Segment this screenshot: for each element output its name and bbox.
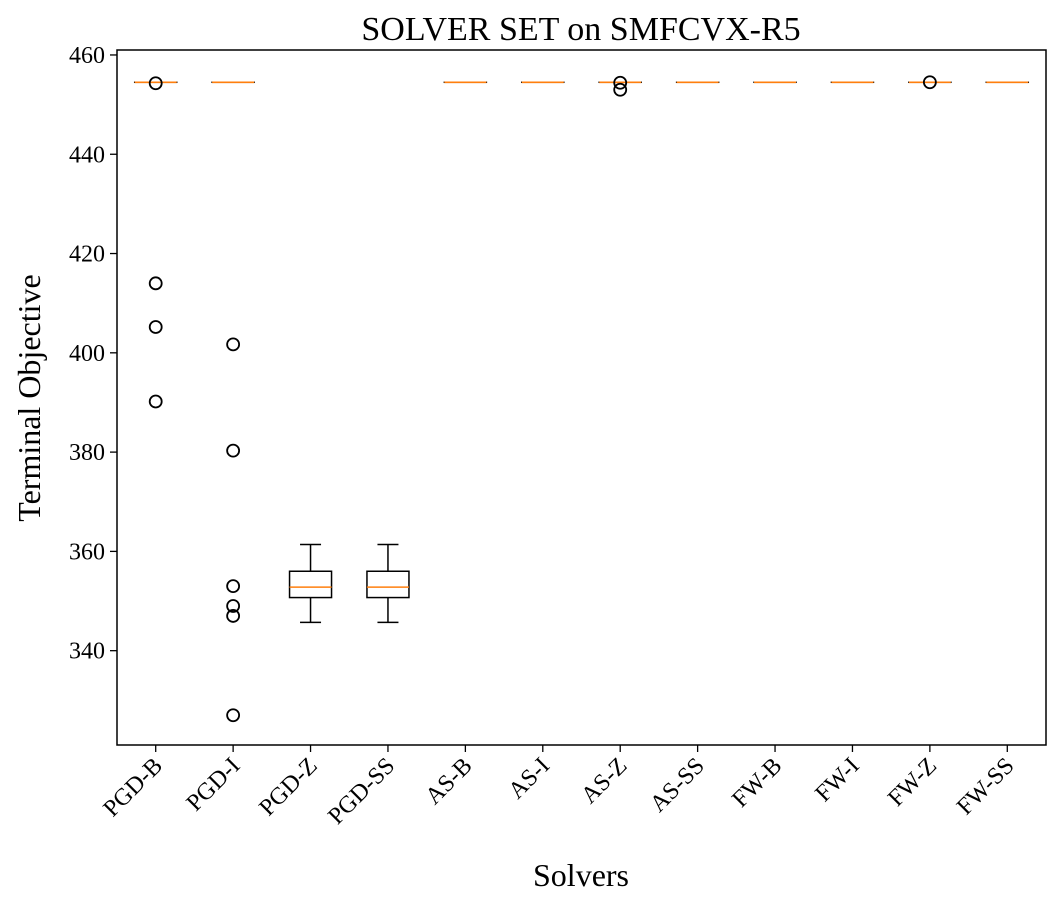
outlier-point: [148, 276, 163, 291]
x-tick-label: FW-SS: [952, 753, 1019, 820]
axes-frame: [116, 49, 1047, 746]
box-iqr: [366, 570, 410, 599]
plot-area: [133, 75, 1030, 723]
box-group: [366, 543, 410, 624]
x-tick-label: PGD-I: [182, 753, 246, 817]
y-tick-label: 400: [69, 341, 105, 367]
y-tick-label: 420: [69, 242, 105, 268]
x-tick-label: AS-Z: [576, 753, 632, 809]
y-tick-label: 380: [69, 440, 105, 466]
box-group: [133, 76, 178, 409]
outlier-point: [226, 599, 241, 613]
x-tick-label: AS-SS: [645, 753, 710, 818]
box-group: [598, 75, 642, 97]
x-tick-label: PGD-SS: [323, 753, 400, 830]
x-tick-label: PGD-Z: [254, 753, 322, 821]
outlier-point: [226, 337, 241, 352]
outlier-point: [148, 76, 163, 91]
x-tick-label: FW-B: [727, 753, 787, 813]
chart-title: SOLVER SET on SMFCVX-R5: [361, 11, 800, 48]
x-tick-label: AS-I: [504, 753, 555, 804]
box-group: [288, 543, 333, 624]
y-tick-label: 340: [69, 639, 105, 665]
y-tick-label: 460: [69, 43, 105, 69]
outlier-point: [148, 394, 163, 409]
outlier-point: [613, 75, 628, 90]
outlier-point: [226, 708, 241, 723]
x-tick-label: FW-Z: [883, 753, 942, 812]
outlier-point: [922, 75, 937, 90]
y-axis-label: Terminal Objective: [11, 274, 47, 521]
x-tick-label: FW-I: [810, 753, 864, 807]
outlier-point: [226, 609, 241, 623]
y-tick-label: 440: [69, 142, 105, 168]
outlier-point: [226, 579, 241, 594]
y-axis: 340 360 380 400 420 440 460: [69, 43, 117, 665]
x-axis: PGD-B PGD-I PGD-Z PGD-SS AS-B AS-I AS-Z AS-SS FW…: [99, 745, 1020, 830]
outlier-point: [148, 320, 163, 334]
box-iqr: [288, 570, 333, 599]
y-tick-label: 360: [69, 539, 105, 565]
x-tick-label: AS-B: [421, 753, 478, 810]
outlier-point: [613, 82, 628, 97]
box-group: [211, 81, 255, 723]
x-axis-label: Solvers: [533, 857, 629, 893]
x-tick-label: PGD-B: [99, 753, 168, 822]
outlier-point: [226, 443, 241, 458]
box-group: [908, 75, 952, 90]
